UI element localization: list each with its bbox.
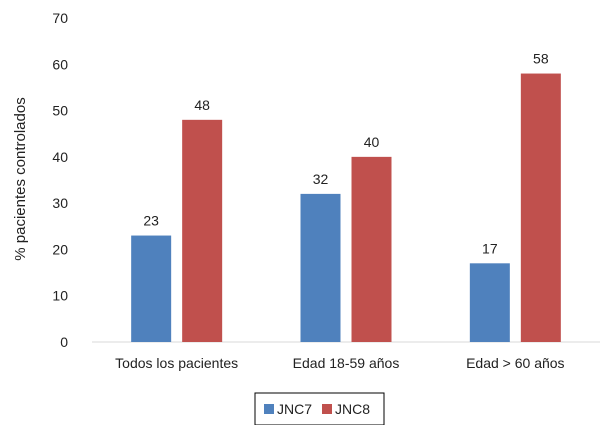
- y-tick-label: 50: [52, 103, 68, 119]
- data-label: 17: [482, 240, 498, 256]
- y-tick-label: 20: [52, 241, 68, 257]
- bar-jnc8-2: [520, 73, 561, 343]
- y-tick-label: 60: [52, 56, 68, 72]
- legend-swatch-jnc8: [322, 404, 332, 414]
- legend-label: JNC8: [335, 401, 370, 417]
- data-label: 32: [313, 171, 329, 187]
- y-axis-ticks: 0 10 20 30 40 50 60 70: [52, 10, 68, 350]
- bar-jnc7-0: [131, 235, 172, 342]
- y-tick-label: 30: [52, 195, 68, 211]
- bar-jnc8-0: [182, 119, 223, 342]
- x-category-label: Todos los pacientes: [115, 355, 238, 371]
- data-label: 23: [143, 213, 159, 229]
- legend-box: [254, 392, 385, 426]
- x-category-label: Edad 18-59 años: [293, 355, 400, 371]
- y-axis-title-group: % pacientes controlados: [12, 97, 29, 260]
- legend: JNC7 JNC8: [254, 392, 385, 426]
- data-label: 48: [194, 97, 210, 113]
- y-tick-label: 0: [60, 334, 68, 350]
- category-labels-group: Todos los pacientes Edad 18-59 años Edad >…: [115, 355, 564, 371]
- bars-group: [131, 73, 561, 343]
- data-label: 58: [533, 51, 549, 67]
- y-tick-label: 10: [52, 288, 68, 304]
- legend-swatch-jnc7: [264, 404, 274, 414]
- legend-label: JNC7: [277, 401, 312, 417]
- bar-jnc7-1: [300, 193, 341, 342]
- bar-jnc7-2: [469, 263, 510, 342]
- data-labels-group: 23 48 32 40 17 58: [143, 51, 548, 257]
- y-axis-title: % pacientes controlados: [12, 97, 29, 260]
- data-label: 40: [364, 134, 380, 150]
- y-tick-label: 70: [52, 10, 68, 26]
- y-tick-label: 40: [52, 149, 68, 165]
- bar-jnc8-1: [351, 156, 392, 342]
- x-category-label: Edad > 60 años: [466, 355, 564, 371]
